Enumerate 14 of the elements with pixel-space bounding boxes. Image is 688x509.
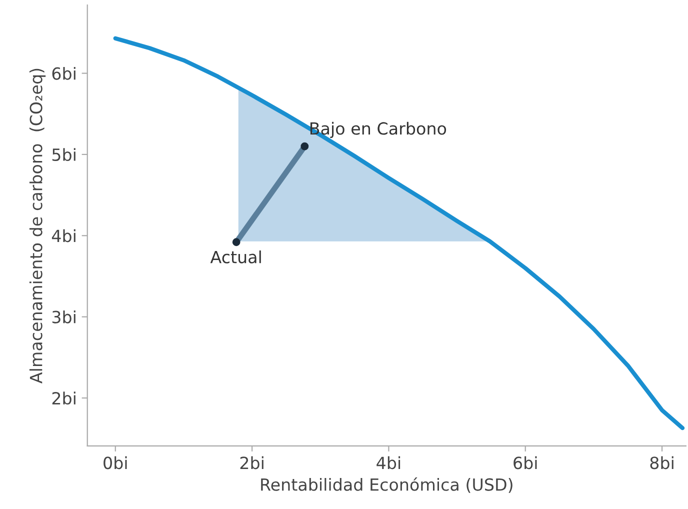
y-tick-label: 6bi (52, 66, 76, 80)
annotation: Actual (210, 250, 261, 264)
x-axis-title: Rentabilidad Económica (USD) (261, 477, 512, 493)
x-tick-label: 8bi (650, 456, 674, 470)
x-tick-label: 0bi (104, 456, 127, 470)
y-tick-label: 4bi (52, 229, 76, 242)
line-series (113, 36, 685, 430)
x-tick-label: 2bi (240, 456, 264, 470)
x-tick-label: 6bi (514, 456, 537, 470)
y-axis-title: Almacenamiento de carbono (CO₂eq) (29, 68, 46, 384)
y-tick-label: 2bi (52, 392, 76, 405)
y-tick-label: 3bi (52, 310, 76, 324)
y-tick-label: 5bi (52, 148, 76, 162)
x-tick-label: 4bi (376, 456, 400, 470)
